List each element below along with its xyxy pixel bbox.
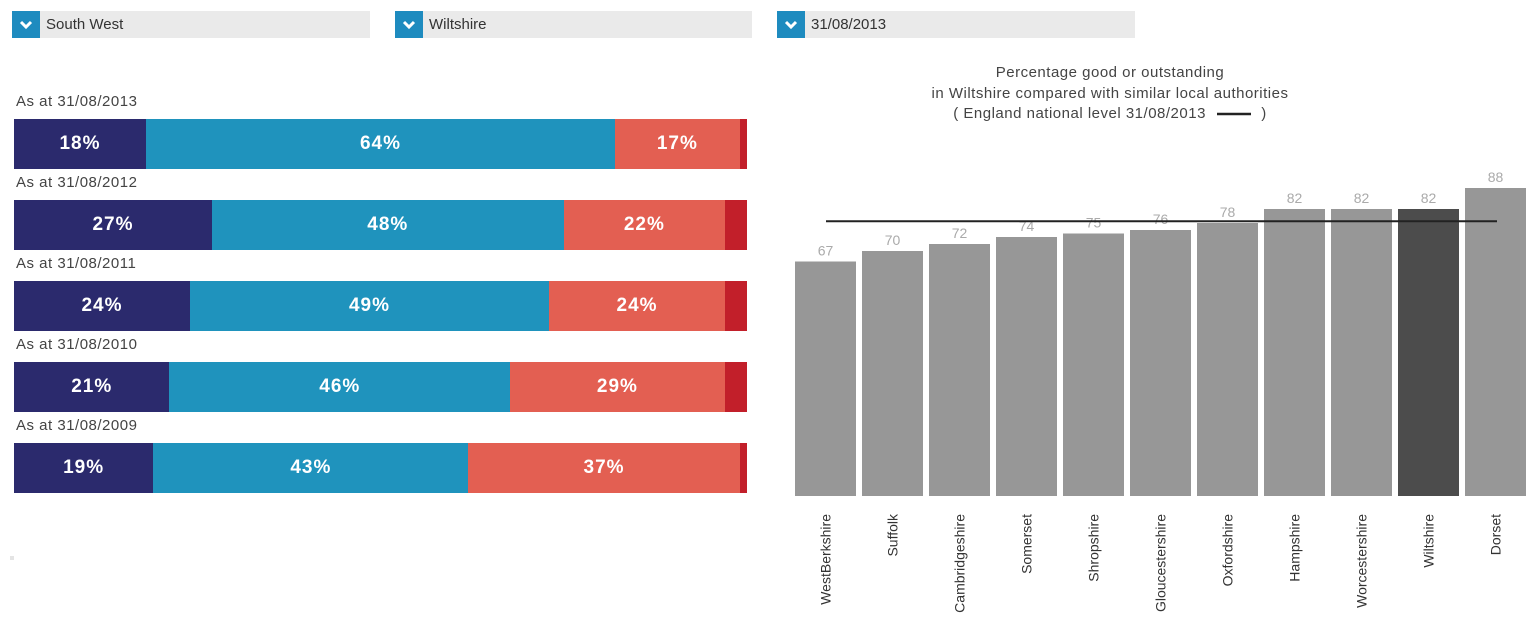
chart-title-text: ( England national level 31/08/2013 bbox=[953, 105, 1206, 122]
stacked-bar-row: 27% 48% 22% bbox=[14, 200, 747, 250]
bar-value-label: 72 bbox=[952, 225, 968, 241]
bar-value-label: 76 bbox=[1153, 211, 1169, 227]
segment-outstanding: 18% bbox=[14, 119, 146, 169]
bar-worcestershire bbox=[1331, 209, 1392, 496]
bar-value-label: 82 bbox=[1287, 190, 1303, 206]
bar-hampshire bbox=[1264, 209, 1325, 496]
segment-inadequate bbox=[739, 443, 747, 493]
reference-line-legend-icon bbox=[1216, 112, 1251, 116]
category-label: WestBerkshire bbox=[818, 514, 834, 605]
year-label: As at 31/08/2012 bbox=[16, 174, 138, 191]
category-label: Cambridgeshire bbox=[952, 514, 968, 613]
category-label: Shropshire bbox=[1086, 514, 1102, 582]
segment-good: 64% bbox=[145, 119, 616, 169]
bar-cambridgeshire bbox=[929, 244, 990, 496]
authority-dropdown-value: Wiltshire bbox=[429, 16, 487, 33]
segment-outstanding: 21% bbox=[14, 362, 170, 412]
chart-title-line-2: in Wiltshire compared with similar local… bbox=[931, 85, 1289, 102]
bar-value-label: 88 bbox=[1488, 169, 1504, 185]
bar-value-label: 82 bbox=[1354, 190, 1370, 206]
bar-value-label: 70 bbox=[885, 232, 901, 248]
chevron-down-icon[interactable] bbox=[777, 11, 805, 38]
authority-dropdown[interactable]: Wiltshire bbox=[395, 11, 752, 38]
segment-inadequate bbox=[739, 119, 747, 169]
bar-shropshire bbox=[1063, 233, 1124, 496]
stacked-bar-row: 18% 64% 17% bbox=[14, 119, 747, 169]
year-label: As at 31/08/2010 bbox=[16, 336, 138, 353]
segment-good: 46% bbox=[169, 362, 511, 412]
decorative-mark bbox=[10, 556, 14, 560]
bar-value-label: 75 bbox=[1086, 215, 1102, 231]
category-label: Suffolk bbox=[885, 513, 901, 557]
bar-suffolk bbox=[862, 251, 923, 496]
category-label: Worcestershire bbox=[1354, 514, 1370, 608]
category-label: Oxfordshire bbox=[1220, 514, 1236, 587]
stacked-bar-row: 21% 46% 29% bbox=[14, 362, 747, 412]
segment-outstanding: 19% bbox=[14, 443, 154, 493]
segment-requires-improvement: 37% bbox=[468, 443, 740, 493]
bar-westberkshire bbox=[795, 261, 856, 496]
chevron-down-icon[interactable] bbox=[12, 11, 40, 38]
segment-good: 48% bbox=[211, 200, 564, 250]
bar-oxfordshire bbox=[1197, 223, 1258, 496]
region-dropdown[interactable]: South West bbox=[12, 11, 370, 38]
segment-good: 49% bbox=[189, 281, 550, 331]
bar-dorset bbox=[1465, 188, 1526, 496]
segment-outstanding: 24% bbox=[14, 281, 190, 331]
chart-title-line-1: Percentage good or outstanding bbox=[995, 64, 1225, 81]
bar-value-label: 78 bbox=[1220, 204, 1236, 220]
year-label: As at 31/08/2013 bbox=[16, 93, 138, 110]
year-label: As at 31/08/2009 bbox=[16, 417, 138, 434]
bar-value-label: 67 bbox=[818, 243, 834, 259]
comparison-bar-chart: 67 WestBerkshire 70 Suffolk 72 Cambridgeshire… bbox=[795, 169, 1526, 613]
segment-good: 43% bbox=[153, 443, 469, 493]
bar-value-label: 82 bbox=[1421, 190, 1437, 206]
segment-requires-improvement: 17% bbox=[615, 119, 740, 169]
segment-inadequate bbox=[724, 362, 747, 412]
bar-somerset bbox=[996, 237, 1057, 496]
stacked-bar-row: 24% 49% 24% bbox=[14, 281, 747, 331]
segment-requires-improvement: 29% bbox=[510, 362, 725, 412]
chart-title-suffix: ) bbox=[1261, 105, 1267, 122]
stacked-bar-row: 19% 43% 37% bbox=[14, 443, 747, 493]
date-dropdown[interactable]: 31/08/2013 bbox=[777, 11, 1135, 38]
segment-requires-improvement: 24% bbox=[549, 281, 725, 331]
category-label: Dorset bbox=[1488, 514, 1504, 555]
year-label: As at 31/08/2011 bbox=[16, 255, 137, 272]
chart-title-line-3: ( England national level 31/08/2013 ) bbox=[860, 105, 1360, 122]
bar-wiltshire bbox=[1398, 209, 1459, 496]
segment-outstanding: 27% bbox=[14, 200, 212, 250]
segment-inadequate bbox=[724, 200, 747, 250]
region-dropdown-value: South West bbox=[46, 16, 124, 33]
category-label: Wiltshire bbox=[1421, 514, 1437, 568]
chevron-down-icon[interactable] bbox=[395, 11, 423, 38]
bar-gloucestershire bbox=[1130, 230, 1191, 496]
date-dropdown-value: 31/08/2013 bbox=[811, 16, 887, 33]
segment-requires-improvement: 22% bbox=[563, 200, 725, 250]
segment-inadequate bbox=[724, 281, 747, 331]
category-label: Somerset bbox=[1019, 514, 1035, 574]
category-label: Gloucestershire bbox=[1153, 514, 1169, 612]
category-label: Hampshire bbox=[1287, 514, 1303, 582]
